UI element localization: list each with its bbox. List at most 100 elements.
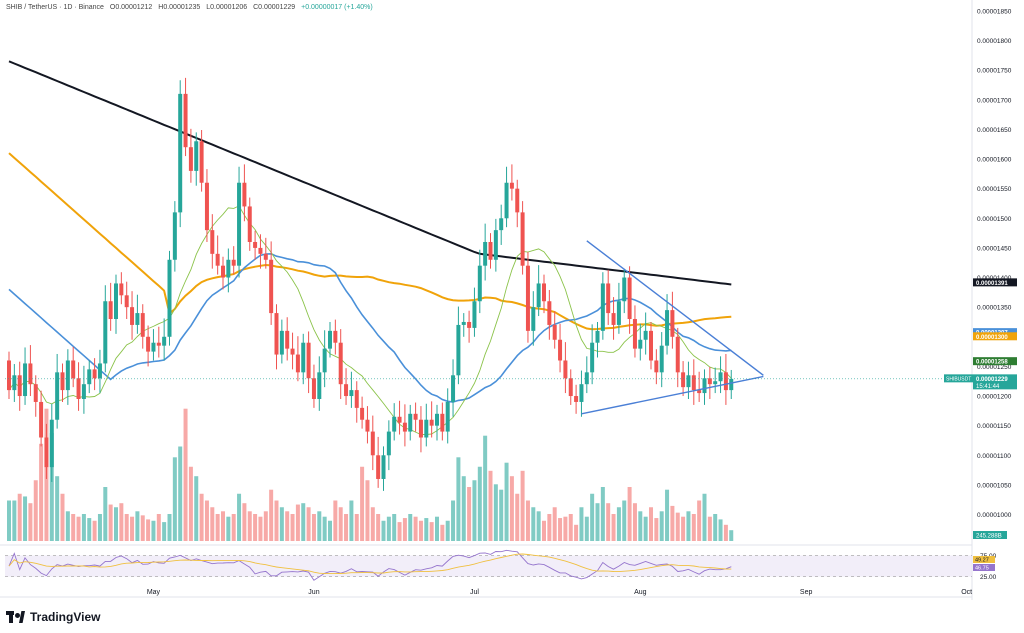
y-tick-label: 0.00001150 — [977, 423, 1011, 430]
candle-body — [7, 360, 11, 391]
volume-bar — [7, 500, 11, 541]
candle-body — [108, 301, 113, 320]
candle-body — [627, 277, 632, 320]
volume-bar — [659, 511, 664, 541]
volume-bar — [204, 500, 209, 541]
volume-bar — [424, 518, 429, 541]
volume-bar — [670, 505, 675, 541]
candle-body — [226, 259, 231, 278]
rsi-value-b-box — [973, 564, 995, 571]
volume-bar — [49, 433, 54, 541]
volume-bar — [370, 507, 375, 541]
volume-bar — [81, 514, 86, 541]
candle-body — [707, 378, 712, 385]
price-label-box — [973, 332, 1017, 341]
volume-bar — [172, 457, 177, 541]
volume-bar — [151, 520, 156, 541]
volume-bar — [360, 466, 365, 541]
volume-bar — [718, 519, 723, 541]
candle-body — [499, 218, 504, 231]
volume-bar — [55, 476, 60, 541]
volume-bar — [574, 524, 579, 541]
volume-bar — [579, 507, 584, 541]
candle-body — [445, 401, 450, 432]
volume-bar — [162, 522, 167, 541]
tradingview-logo[interactable]: TradingView — [6, 610, 100, 624]
volume-bar — [386, 516, 391, 541]
candle-body — [632, 319, 637, 349]
candle-body — [124, 295, 129, 308]
candle-body — [162, 336, 167, 346]
volume-bar — [242, 503, 247, 541]
volume-bar — [632, 503, 637, 541]
volume-bar — [87, 518, 92, 541]
ma20-line — [8, 205, 732, 435]
candle-body — [600, 283, 605, 331]
price-label-value: 0.00001391 — [976, 281, 1008, 287]
candle-body — [413, 413, 418, 420]
rsi-value-a-box — [973, 556, 995, 563]
candle-body — [691, 375, 696, 391]
volume-bar — [263, 511, 268, 541]
candle-body — [258, 247, 263, 254]
symbol-title[interactable]: SHIB / TetherUS · 1D · Binance — [6, 4, 104, 11]
volume-bar — [108, 504, 113, 541]
volume-bar — [258, 516, 263, 541]
candle-body — [365, 419, 370, 432]
candle-body — [370, 431, 375, 456]
volume-bar — [97, 514, 102, 541]
candle-body — [269, 259, 274, 314]
symbol-tag-box — [944, 374, 973, 383]
candle-body — [23, 363, 28, 397]
volume-bar — [397, 522, 402, 541]
x-tick-label: Jul — [470, 589, 479, 596]
candle-body — [221, 265, 225, 278]
volume-label-box — [973, 531, 1007, 539]
volume-bar — [210, 507, 215, 541]
candle-body — [39, 401, 44, 438]
volume-bar — [520, 470, 525, 541]
volume-bar — [627, 487, 632, 541]
volume-bar — [402, 518, 407, 541]
volume-bar — [509, 476, 514, 541]
volume-bar — [306, 507, 311, 541]
volume-bar — [536, 511, 541, 541]
candle-body — [643, 330, 648, 340]
y-tick-label: 0.00001050 — [977, 482, 1012, 489]
candle-body — [456, 324, 461, 376]
volume-bar — [584, 516, 589, 541]
y-tick-label: 0.00001250 — [977, 364, 1012, 371]
volume-bar — [295, 504, 300, 541]
candle-body — [28, 363, 33, 385]
candle-body — [55, 372, 60, 420]
volume-bar — [616, 507, 621, 541]
candle-body — [622, 277, 627, 302]
volume-bar — [92, 520, 97, 541]
volume-bar — [467, 487, 472, 541]
candle-body — [542, 283, 546, 302]
candle-body — [311, 378, 316, 399]
candle-body — [328, 330, 332, 349]
candle-body — [606, 283, 611, 314]
candle-body — [381, 455, 386, 479]
candle-body — [119, 283, 124, 296]
volume-bar — [199, 493, 204, 541]
close-value: C0.00001229 — [253, 4, 296, 11]
candle-body — [44, 437, 49, 468]
candle-body — [92, 369, 97, 379]
y-tick-label: 0.00001100 — [977, 453, 1011, 460]
volume-bar — [301, 503, 306, 541]
candle-body — [285, 330, 290, 349]
volume-bar — [493, 484, 498, 541]
candle-body — [317, 372, 322, 399]
candle-body — [525, 265, 530, 331]
volume-bar — [611, 514, 616, 541]
price-label-box — [973, 374, 1017, 390]
volume-bar — [686, 511, 691, 541]
candle-body — [590, 342, 595, 373]
candle-body — [440, 413, 445, 432]
volume-bar — [103, 487, 108, 541]
candle-body — [103, 301, 108, 364]
volume-bar — [328, 520, 332, 541]
